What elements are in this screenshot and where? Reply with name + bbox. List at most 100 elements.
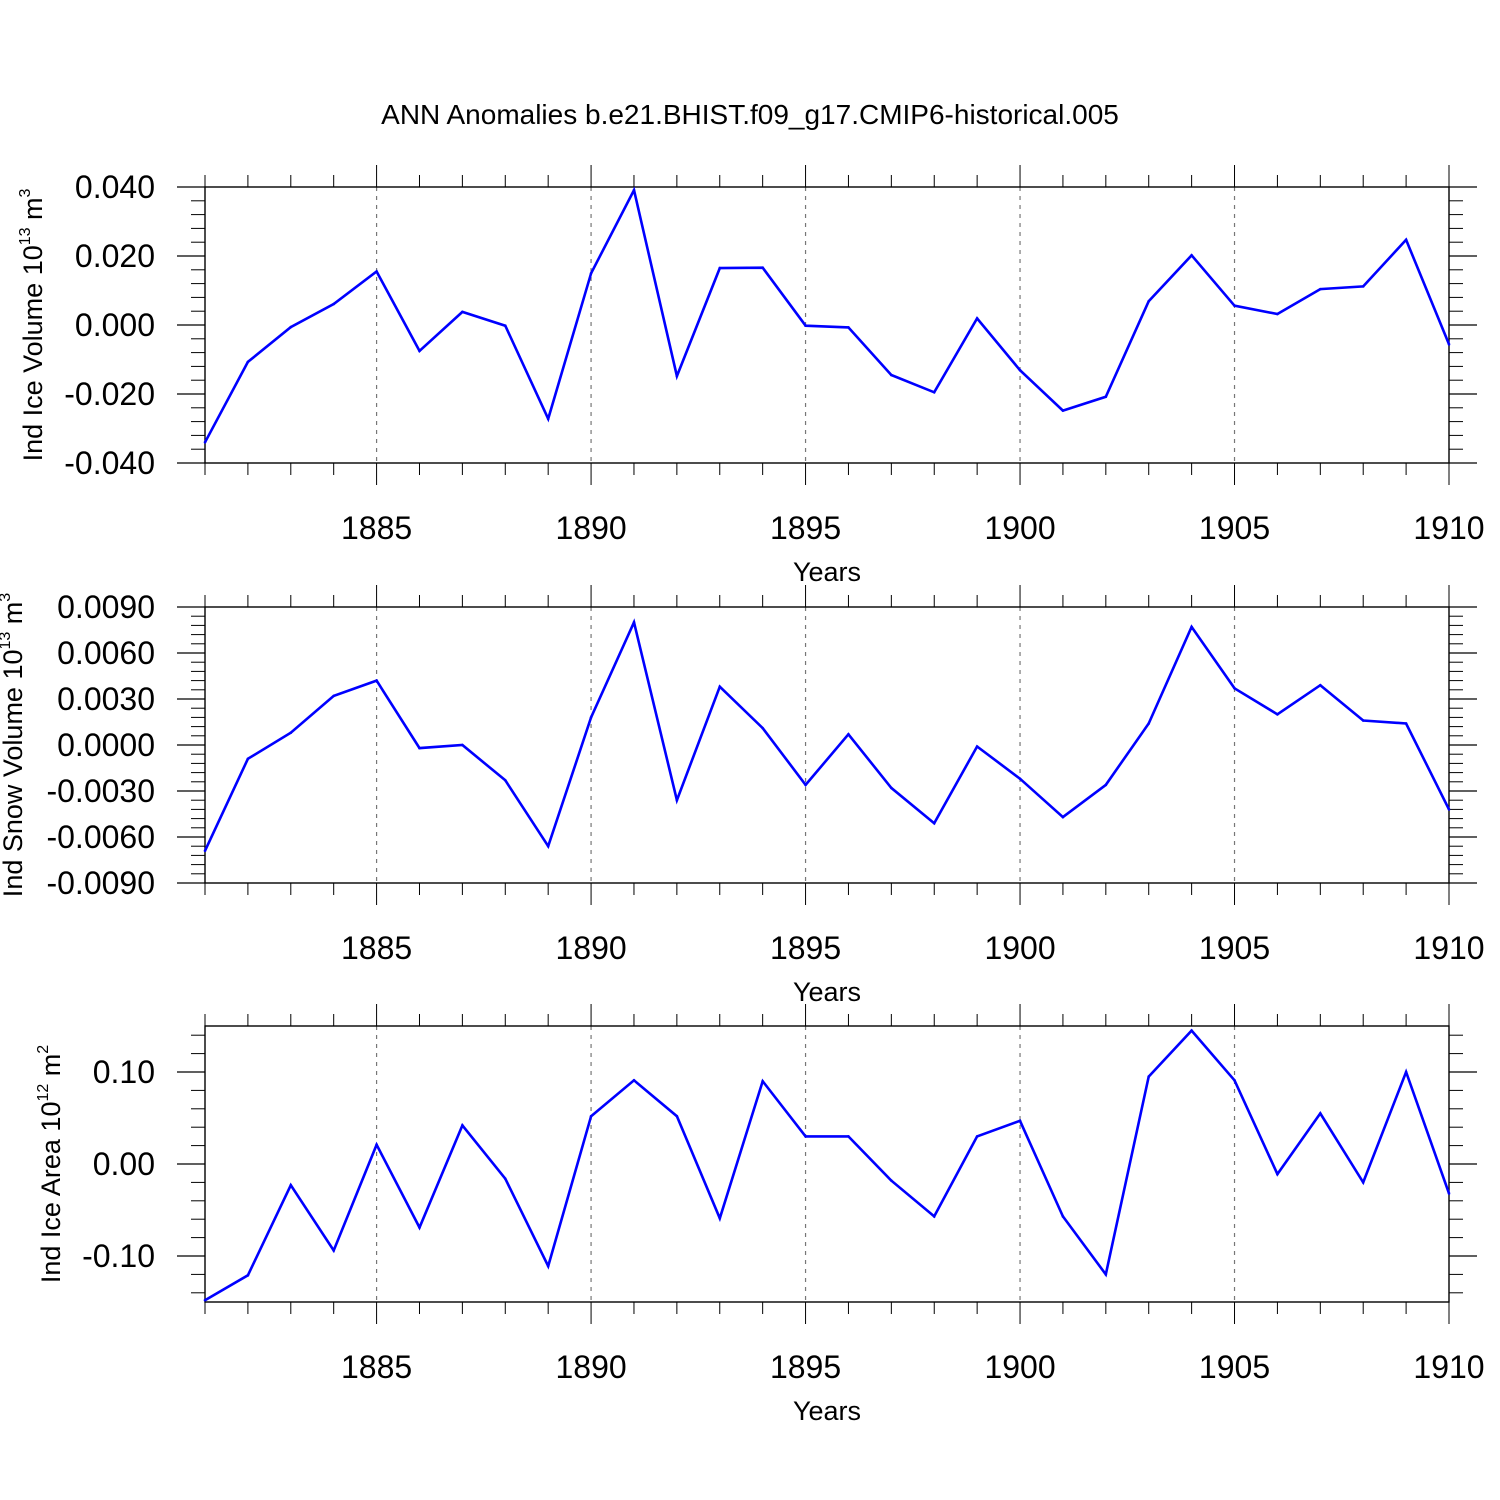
ice-volume-data-point [1447,343,1451,346]
snow-volume-data-point [289,731,293,735]
snow-volume-ytick-label: 0.0060 [57,635,155,671]
ice-volume-ytick-label: -0.040 [64,445,155,481]
ice-area-ylabel: Ind Ice Area 1012 m2 [35,1045,66,1283]
snow-volume-ylabel: Ind Snow Volume 1013 m3 [0,593,28,897]
ice-volume-series-line [203,186,1451,443]
ice-area-ytick-label: 0.00 [93,1146,155,1182]
snow-volume-data-point [1190,625,1193,629]
ice-area-xtick-label: 1895 [770,1349,841,1385]
ice-area-data-point [589,1114,593,1118]
snow-volume-data-point [1404,722,1408,725]
ice-volume-data-point [932,390,936,394]
snow-volume-data-point [847,732,850,736]
snow-volume-data-point [1018,777,1022,781]
snow-volume-data-point [932,821,936,825]
snow-volume-data-point [1147,722,1151,725]
snow-volume-data-point [975,745,979,748]
ice-volume-data-point [718,266,722,270]
ice-volume-data-point [503,324,507,327]
chart-title: ANN Anomalies b.e21.BHIST.f09_g17.CMIP6-… [381,99,1119,130]
snow-volume-ytick-label: -0.0030 [46,773,155,809]
ice-volume-ytick-label: 0.000 [75,307,155,343]
snow-volume-ytick-label: 0.0090 [57,589,155,625]
snow-volume-data-point [375,679,378,682]
ice-volume-data-point [461,310,464,314]
ice-volume-ytick-label: 0.040 [75,169,155,205]
ice-area-xtick-label: 1905 [1199,1349,1270,1385]
ice-volume-xtick-label: 1905 [1199,510,1270,546]
ice-volume-data-point [804,324,807,327]
snow-volume-data-point [632,621,636,624]
ice-area-data-point [375,1143,378,1146]
ice-area-xlabel: Years [793,1396,861,1426]
snow-volume-data-point [546,844,550,848]
ice-volume-data-point [1061,409,1065,412]
ice-area-data-point [1361,1181,1365,1184]
ice-area-data-point [932,1215,936,1218]
ice-volume-data-point [1404,238,1408,242]
ice-volume-data-point [1233,304,1236,307]
ice-volume-data-point [975,317,979,320]
snow-volume-data-point [1061,815,1065,819]
snow-volume-data-point [1233,686,1236,690]
snow-volume-data-point [246,757,250,761]
ice-volume-data-point [546,417,550,421]
snow-volume-data-point [804,783,807,787]
ice-volume-xtick-label: 1885 [341,510,412,546]
snow-volume-xtick-label: 1890 [555,930,626,966]
snow-volume-data-point [461,743,464,747]
ice-volume-data-point [1190,254,1193,257]
ice-volume-xtick-label: 1890 [555,510,626,546]
ice-area-data-point [203,1298,207,1302]
ice-area-xtick-label: 1900 [984,1349,1055,1385]
ice-area-data-point [1233,1078,1236,1082]
ice-area-data-point [1447,1192,1451,1195]
panel-snow-volume: 0.0090 0.0060 0.0030 0.0000 -0.0030 -0.0060 -0… [0,585,1485,1007]
ice-area-data-point [1147,1075,1151,1078]
snow-volume-xlabel: Years [793,977,861,1007]
ice-volume-data-point [246,360,250,364]
ice-volume-data-point [1319,287,1322,291]
ice-area-data-point [975,1135,979,1138]
snow-volume-data-point [1104,783,1108,787]
ice-area-data-point [332,1249,335,1252]
ice-area-data-point [632,1078,636,1082]
ice-area-data-point [1276,1172,1279,1176]
ice-volume-data-point [375,270,378,273]
ice-volume-data-point [1361,285,1365,288]
snow-volume-data-point [1361,719,1365,722]
ice-area-data-point [418,1226,421,1229]
ice-volume-ylabel: Ind Ice Volume 1013 m3 [17,188,48,461]
ice-volume-data-point [589,271,593,275]
ice-area-data-point [1404,1070,1408,1074]
ice-area-data-point [804,1135,807,1138]
ice-area-data-point [761,1079,764,1083]
ice-area-data-point [1190,1029,1193,1032]
snow-volume-data-point [890,786,893,790]
ice-volume-data-point [1018,368,1022,372]
snow-volume-data-point [203,849,207,853]
ice-volume-ytick-label: -0.020 [64,376,155,412]
ice-area-data-point [246,1274,250,1277]
snow-volume-series-line [203,618,1451,852]
snow-volume-xtick-label: 1895 [770,930,841,966]
ice-area-data-point [546,1264,550,1268]
ice-volume-xlabel: Years [793,557,861,587]
ice-area-data-point [461,1124,464,1127]
snow-volume-ytick-label: 0.0030 [57,681,155,717]
ice-volume-data-point [632,188,636,192]
snow-volume-ytick-label: -0.0060 [46,819,155,855]
ice-volume-xtick-label: 1900 [984,510,1055,546]
ice-area-xtick-label: 1885 [341,1349,412,1385]
ice-volume-data-point [675,374,679,378]
ice-area-data-point [1018,1119,1022,1123]
snow-volume-data-point [1447,808,1451,811]
snow-volume-data-point [503,778,507,782]
ice-volume-xtick-label: 1910 [1413,510,1484,546]
snow-volume-data-point [1276,713,1279,716]
ice-area-series-line [204,1028,1451,1302]
ice-area-data-point [675,1114,679,1118]
snow-volume-data-point [718,685,722,689]
snow-volume-data-point [675,798,679,802]
